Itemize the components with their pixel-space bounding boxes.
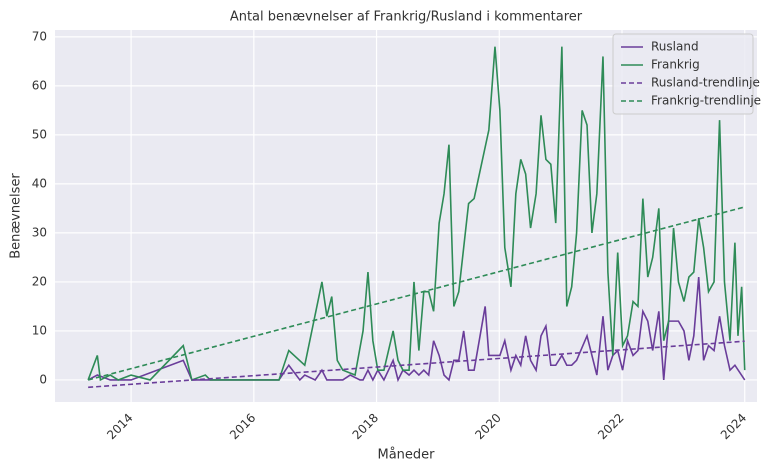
y-tick-label: 0 xyxy=(39,372,47,386)
x-tick-label: 2024 xyxy=(718,411,749,442)
line xyxy=(87,46,746,382)
x-tick-label: 2018 xyxy=(350,411,381,442)
y-tick-label: 40 xyxy=(32,176,47,190)
x-tick-label: 2016 xyxy=(227,411,258,442)
y-tick-label: 60 xyxy=(32,78,47,92)
legend-label: Frankrig-trendlinje xyxy=(651,94,761,108)
line xyxy=(87,206,745,381)
y-tick-label: 10 xyxy=(32,323,47,337)
legend-box xyxy=(612,33,754,115)
y-axis-label: Benævnelser xyxy=(9,173,24,259)
y-tick-label: 20 xyxy=(32,274,47,288)
y-tick-label: 70 xyxy=(32,29,47,43)
x-tick-label: 2020 xyxy=(472,411,503,442)
x-tick-label: 2022 xyxy=(595,411,626,442)
legend-label: Rusland xyxy=(651,40,699,54)
chart-title: Antal benævnelser af Frankrig/Rusland i … xyxy=(230,10,583,25)
line xyxy=(88,340,745,389)
line xyxy=(87,276,746,383)
legend-label: Frankrig xyxy=(651,58,700,72)
x-tick-label: 2014 xyxy=(104,411,135,442)
legend-label: Rusland-trendlinje xyxy=(651,76,760,90)
x-axis-label: Måneder xyxy=(377,448,435,463)
y-tick-label: 50 xyxy=(32,127,47,141)
y-tick-label: 30 xyxy=(32,225,47,239)
